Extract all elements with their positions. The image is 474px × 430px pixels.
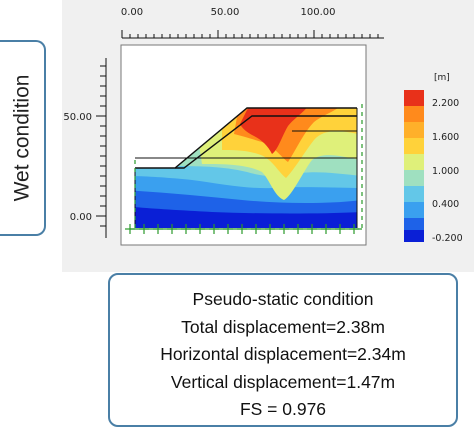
colorbar-swatch: [404, 202, 424, 218]
condition-title: Pseudo-static condition: [192, 289, 374, 309]
contour-band: [240, 108, 312, 154]
colorbar-label: 2.200: [432, 98, 459, 109]
colorbar: [404, 90, 424, 242]
colorbar-label: 1.600: [432, 132, 459, 143]
factor-of-safety-text: FS = 0.976: [239, 399, 327, 419]
total-displacement-text: Total displacement=2.38m: [181, 316, 385, 337]
results-caption-box: Pseudo-static condition Total displaceme…: [108, 273, 458, 427]
wet-condition-text: Wet condition: [10, 74, 34, 202]
y-tick-label: 0.00: [70, 212, 92, 223]
ground-surface-line: [135, 107, 357, 169]
plot-panel: 0.00 50.00 100.00 50.00 0.00: [62, 0, 474, 272]
colorbar-swatch: [404, 230, 424, 242]
y-tick-label: 50.00: [63, 112, 92, 123]
horizontal-displacement-text: Horizontal displacement=2.34m: [160, 344, 406, 364]
boundary-supports: [125, 104, 363, 234]
wet-condition-label: Wet condition: [0, 42, 44, 234]
vertical-displacement-text: Vertical displacement=1.47m: [170, 371, 396, 392]
colorbar-label: 1.000: [432, 166, 459, 177]
x-tick-label: 50.00: [211, 7, 240, 18]
left-axis: [96, 58, 107, 238]
layer-boundary: [175, 115, 357, 169]
colorbar-swatch: [404, 186, 424, 202]
colorbar-swatch: [404, 218, 424, 230]
x-tick-label: 0.00: [121, 7, 143, 18]
colorbar-unit: [m]: [434, 73, 450, 83]
displacement-plot: 0.00 50.00 100.00 50.00 0.00: [63, 7, 463, 246]
colorbar-label: -0.200: [432, 233, 463, 244]
wet-condition-label-box: Wet condition: [0, 40, 46, 236]
colorbar-swatch: [404, 122, 424, 138]
slope-outline: [134, 107, 358, 228]
colorbar-label: 0.400: [432, 199, 459, 210]
colorbar-swatch: [404, 90, 424, 106]
colorbar-swatch: [404, 170, 424, 186]
colorbar-swatch: [404, 154, 424, 170]
colorbar-swatch: [404, 106, 424, 122]
top-axis: [121, 30, 384, 39]
colorbar-swatch: [404, 138, 424, 154]
x-tick-label: 100.00: [301, 7, 336, 18]
